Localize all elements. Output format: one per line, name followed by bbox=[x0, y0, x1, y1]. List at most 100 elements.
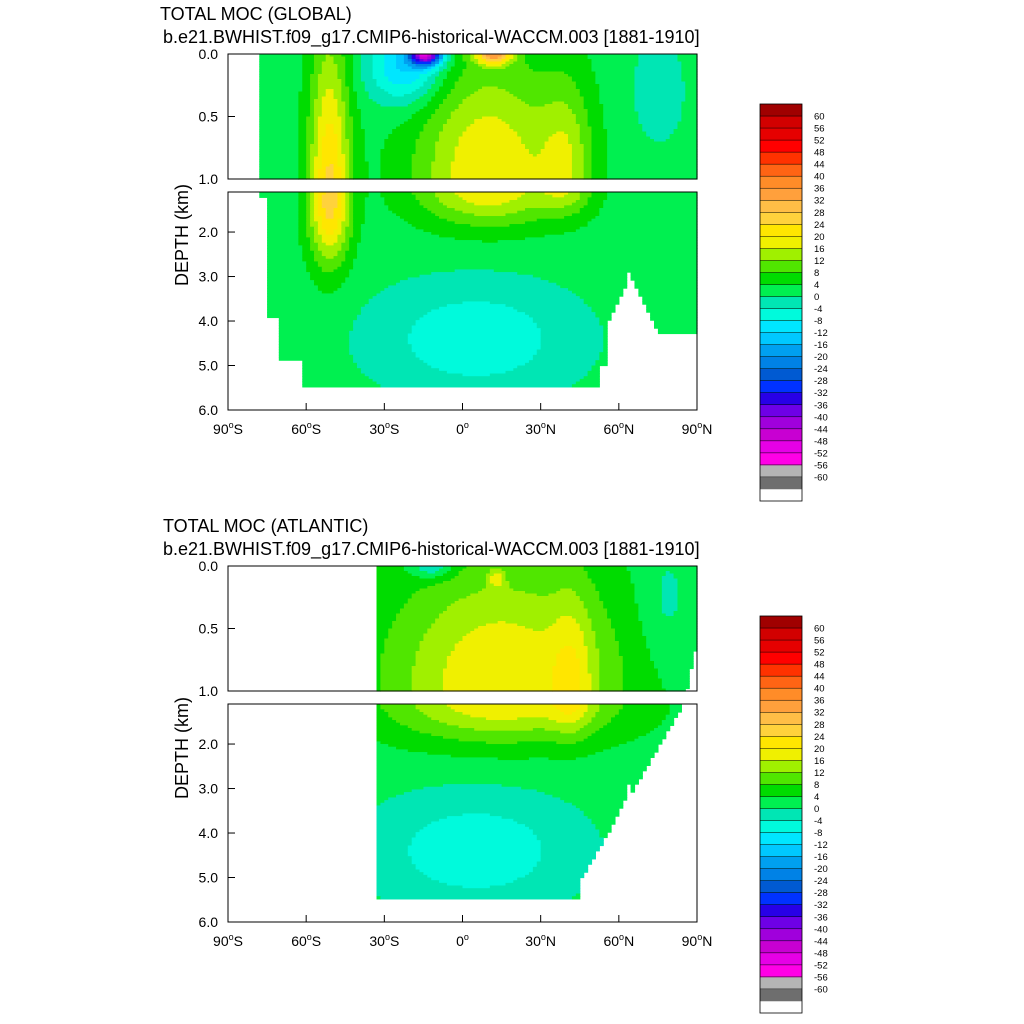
contour-cell bbox=[302, 370, 362, 375]
contour-cell bbox=[583, 738, 636, 742]
contour-cell bbox=[599, 671, 624, 675]
contour-cell bbox=[446, 608, 589, 612]
contour-cell bbox=[587, 370, 600, 375]
contour-cell bbox=[345, 84, 354, 88]
panel-atlantic: TOTAL MOC (ATLANTIC) b.e21.BWHIST.f09_g1… bbox=[163, 516, 828, 1014]
contour-cell bbox=[353, 210, 366, 214]
contour-cell bbox=[650, 656, 694, 660]
contour-cell bbox=[661, 686, 690, 690]
contour-cell bbox=[446, 656, 557, 660]
contour-cell bbox=[298, 119, 307, 123]
contour-cell bbox=[599, 832, 608, 836]
contour-cell bbox=[313, 237, 323, 241]
contour-cell bbox=[462, 56, 471, 60]
contour-cell bbox=[376, 646, 385, 650]
contour-cell bbox=[349, 164, 354, 168]
contour-cell bbox=[325, 56, 335, 60]
contour-cell bbox=[454, 54, 464, 58]
contour-cell bbox=[364, 144, 385, 148]
contour-cell bbox=[411, 154, 436, 158]
chart-subtitle: b.e21.BWHIST.f09_g17.CMIP6-historical-WA… bbox=[163, 27, 700, 48]
contour-cell bbox=[642, 124, 679, 128]
contour-cell bbox=[376, 616, 397, 620]
contour-cell bbox=[259, 166, 299, 170]
colorbar-label: 48 bbox=[814, 148, 825, 159]
contour-cell bbox=[353, 171, 370, 175]
contour-cell bbox=[587, 722, 608, 726]
contour-cell bbox=[313, 210, 319, 214]
contour-cell bbox=[583, 568, 628, 572]
contour-cell bbox=[650, 312, 698, 316]
contour-cell bbox=[306, 166, 311, 170]
contour-cell bbox=[423, 106, 440, 110]
contour-cell bbox=[587, 116, 604, 120]
contour-cell bbox=[575, 720, 593, 724]
contour-cell bbox=[380, 176, 413, 180]
contour-cell bbox=[267, 261, 307, 265]
contour-cell bbox=[677, 56, 698, 60]
contour-cell bbox=[591, 733, 647, 737]
contour-cell bbox=[278, 338, 350, 343]
contour-cell bbox=[489, 568, 503, 572]
contour-cell bbox=[353, 218, 366, 222]
contour-cell bbox=[435, 111, 452, 115]
contour-cell bbox=[622, 661, 655, 665]
contour-cell bbox=[259, 106, 299, 110]
contour-cell bbox=[599, 686, 624, 690]
contour-cell bbox=[646, 641, 698, 645]
contour-cell bbox=[525, 208, 581, 212]
contour-cell bbox=[579, 596, 600, 600]
contour-cell bbox=[267, 301, 370, 305]
contour-cell bbox=[415, 663, 448, 667]
contour-cell bbox=[568, 104, 585, 108]
contour-cell bbox=[353, 119, 362, 123]
contour-cell bbox=[388, 134, 421, 138]
contour-cell bbox=[310, 161, 315, 165]
contour-cell bbox=[360, 74, 374, 78]
contour-cell bbox=[458, 139, 522, 143]
contour-cell bbox=[665, 688, 686, 692]
contour-cell bbox=[325, 91, 335, 95]
contour-cell bbox=[634, 596, 663, 600]
contour-cell bbox=[310, 111, 315, 115]
contour-cell bbox=[599, 352, 608, 356]
contour-cell bbox=[321, 194, 339, 198]
contour-cell bbox=[501, 578, 507, 582]
contour-cell bbox=[462, 638, 585, 642]
contour-cell bbox=[407, 56, 413, 60]
contour-cell bbox=[427, 79, 436, 83]
contour-cell bbox=[356, 365, 432, 369]
contour-cell bbox=[603, 606, 639, 610]
contour-cell bbox=[310, 174, 315, 178]
colorbar-label: 24 bbox=[814, 220, 825, 231]
colorbar-frame bbox=[759, 615, 803, 1014]
contour-cell bbox=[536, 218, 593, 222]
contour-cell bbox=[681, 69, 698, 73]
contour-cell bbox=[321, 144, 339, 148]
contour-cell bbox=[474, 119, 503, 123]
contour-cell bbox=[337, 139, 342, 143]
contour-cell bbox=[298, 139, 307, 143]
contour-cell bbox=[321, 269, 335, 273]
contour-cell bbox=[388, 76, 421, 80]
contour-cell bbox=[333, 256, 346, 260]
contour-cell bbox=[380, 656, 417, 660]
contour-cell bbox=[364, 218, 405, 222]
contour-cell bbox=[595, 631, 616, 635]
contour-cell bbox=[310, 176, 315, 180]
contour-cell bbox=[345, 213, 350, 217]
contour-cell bbox=[591, 164, 608, 168]
contour-cell bbox=[364, 129, 393, 133]
contour-cell bbox=[419, 131, 440, 135]
contour-cell bbox=[564, 800, 624, 804]
colorbar-label: -52 bbox=[814, 448, 828, 459]
contour-cell bbox=[341, 91, 350, 95]
contour-cell bbox=[661, 586, 679, 590]
contour-cell bbox=[392, 81, 413, 85]
contour-cell bbox=[353, 221, 366, 225]
contour-cell bbox=[435, 149, 456, 153]
contour-cell bbox=[380, 166, 413, 170]
colorbar-label: -44 bbox=[814, 424, 828, 435]
contour-cell bbox=[306, 218, 311, 222]
contour-cell bbox=[423, 81, 436, 85]
